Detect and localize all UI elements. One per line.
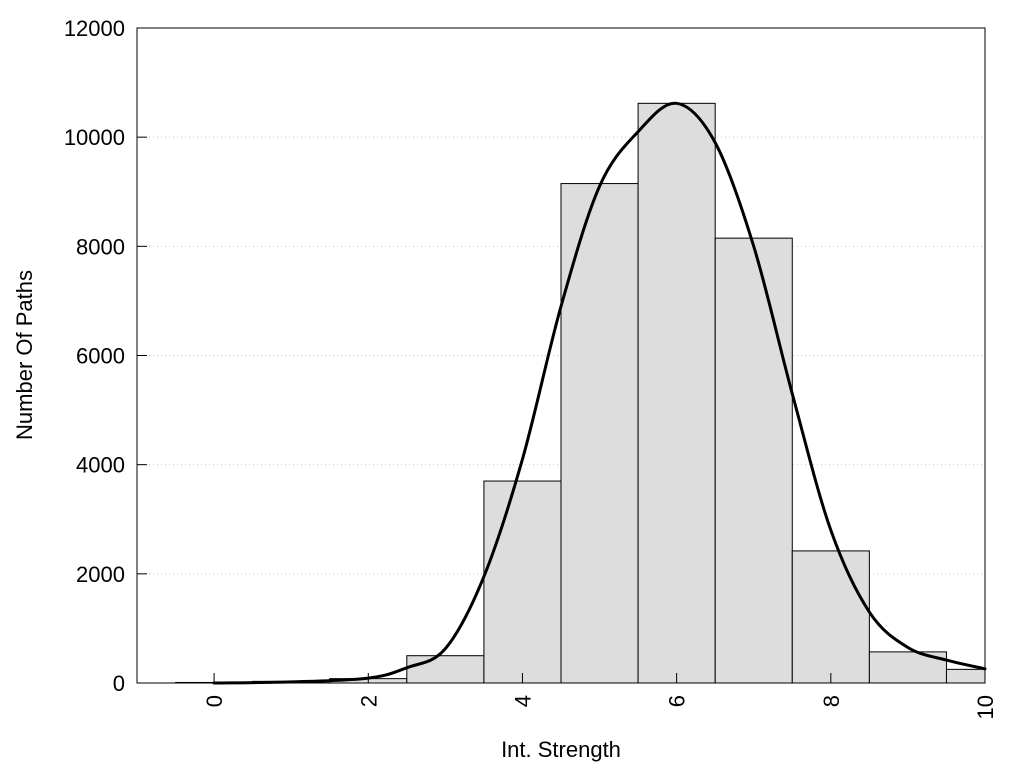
x-tick-label: 10 (973, 695, 998, 719)
bar (714, 237, 793, 684)
bar (483, 480, 562, 684)
bar (945, 668, 986, 684)
density-curve (212, 101, 987, 685)
y-tick-label: 2000 (76, 562, 125, 587)
y-tick-label: 0 (113, 671, 125, 696)
curve-group (212, 101, 987, 685)
x-tick-label: 8 (819, 695, 844, 707)
x-tick-label: 2 (356, 695, 381, 707)
bar (406, 655, 485, 684)
x-tick-labels: 0 2 4 6 8 10 (202, 695, 998, 719)
bars-group (175, 102, 986, 684)
y-tick-labels: 0 2000 4000 6000 8000 10000 12000 (64, 16, 125, 696)
x-tick-label: 6 (665, 695, 690, 707)
bar (791, 550, 870, 684)
y-axis-title: Number Of Paths (12, 270, 37, 440)
x-tick-label: 4 (510, 695, 535, 707)
y-tick-label: 8000 (76, 234, 125, 259)
bar (637, 102, 716, 684)
y-tick-label: 4000 (76, 453, 125, 478)
x-tick-label: 0 (202, 695, 227, 707)
y-tick-label: 6000 (76, 344, 125, 369)
tick-marks (137, 27, 986, 684)
bar (560, 183, 639, 684)
y-tick-label: 10000 (64, 125, 125, 150)
x-axis-title: Int. Strength (501, 737, 621, 762)
y-tick-label: 12000 (64, 16, 125, 41)
